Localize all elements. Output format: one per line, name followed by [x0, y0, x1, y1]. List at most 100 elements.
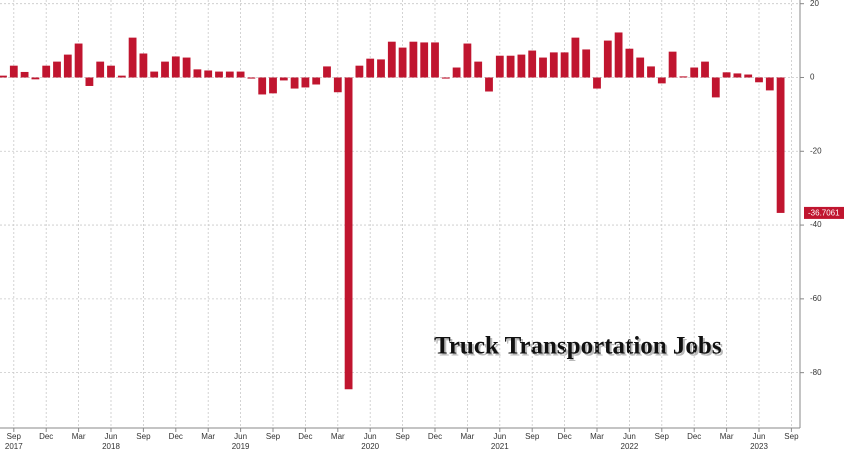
x-tick-label: Dec — [428, 432, 442, 441]
bar — [387, 41, 396, 78]
bar — [485, 77, 493, 92]
x-tick-label: Sep — [266, 432, 281, 441]
year-label: 2020 — [361, 442, 379, 451]
bar — [755, 77, 763, 83]
bar — [690, 67, 699, 78]
bar — [366, 58, 375, 78]
bar — [53, 61, 61, 78]
bar — [150, 71, 159, 78]
x-tick-label: Jun — [753, 432, 766, 441]
bar — [323, 66, 331, 78]
x-tick-label: Jun — [105, 432, 118, 441]
bar — [409, 41, 418, 78]
bar — [193, 69, 202, 78]
bar — [517, 54, 526, 78]
bar — [441, 77, 450, 79]
bar — [182, 57, 191, 78]
x-tick-label: Dec — [298, 432, 312, 441]
bar — [711, 77, 720, 98]
x-tick-label: Mar — [461, 432, 475, 441]
x-tick-label: Dec — [687, 432, 701, 441]
bar — [139, 53, 148, 78]
bar — [247, 77, 256, 79]
y-tick-label: 0 — [810, 73, 815, 82]
x-tick-label: Mar — [72, 432, 86, 441]
bar — [625, 48, 634, 78]
chart-title-shadow: Truck Transportation Jobs — [436, 335, 724, 362]
bar — [269, 77, 277, 94]
x-tick-label: Dec — [169, 432, 183, 441]
bar — [85, 77, 94, 86]
bar — [701, 61, 709, 78]
bar — [614, 32, 623, 78]
bar — [204, 70, 213, 78]
bar — [96, 61, 105, 78]
y-tick-label: -40 — [810, 220, 822, 229]
x-tick-label: Mar — [201, 432, 215, 441]
bar — [582, 49, 591, 78]
bar — [31, 77, 40, 80]
bar — [398, 47, 407, 78]
bar — [733, 73, 742, 78]
bar — [355, 65, 364, 78]
year-label: 2021 — [491, 442, 509, 451]
bar — [647, 66, 655, 78]
y-tick-label: 20 — [810, 0, 819, 8]
y-tick-label: -80 — [810, 368, 822, 377]
bar — [225, 71, 234, 78]
bar — [0, 75, 7, 78]
bar — [765, 77, 774, 91]
bar — [258, 77, 267, 95]
x-tick-label: Mar — [331, 432, 345, 441]
bar — [344, 77, 353, 390]
bar — [107, 65, 115, 78]
bar — [9, 65, 18, 78]
bar — [333, 77, 342, 93]
bar — [279, 77, 288, 81]
chart-title: Truck Transportation Jobs — [434, 333, 722, 360]
year-label: 2019 — [232, 442, 250, 451]
bar — [290, 77, 299, 89]
bar — [236, 71, 245, 78]
bar — [431, 42, 439, 78]
bar — [63, 54, 72, 78]
x-tick-label: Jun — [623, 432, 636, 441]
bar — [722, 72, 731, 78]
x-tick-label: Dec — [557, 432, 571, 441]
x-tick-label: Mar — [720, 432, 734, 441]
x-tick-label: Sep — [136, 432, 151, 441]
bar — [679, 76, 688, 78]
bar — [171, 56, 180, 78]
bar — [593, 77, 601, 89]
x-tick-label: Sep — [395, 432, 410, 441]
bar — [571, 37, 580, 78]
x-tick-label: Sep — [655, 432, 670, 441]
bar — [474, 61, 483, 78]
x-tick-label: Jun — [493, 432, 506, 441]
bar — [20, 71, 29, 78]
year-label: 2023 — [750, 442, 768, 451]
year-label: 2017 — [5, 442, 23, 451]
bar — [377, 59, 385, 78]
bar — [74, 43, 83, 78]
bar — [776, 77, 785, 213]
bar — [657, 77, 666, 84]
bar — [560, 52, 569, 78]
bar — [128, 37, 137, 78]
bar — [463, 43, 472, 78]
bar — [117, 75, 126, 78]
x-tick-label: Sep — [7, 432, 22, 441]
bar — [420, 42, 429, 78]
bar — [312, 77, 321, 85]
x-tick-label: Mar — [590, 432, 604, 441]
y-tick-label: -20 — [810, 146, 822, 155]
x-tick-label: Jun — [364, 432, 377, 441]
bar — [668, 51, 677, 78]
x-tick-label: Sep — [784, 432, 799, 441]
bar — [539, 57, 547, 78]
bar — [42, 65, 51, 78]
last-value-box — [804, 206, 844, 219]
year-label: 2022 — [621, 442, 639, 451]
bar — [506, 55, 515, 78]
